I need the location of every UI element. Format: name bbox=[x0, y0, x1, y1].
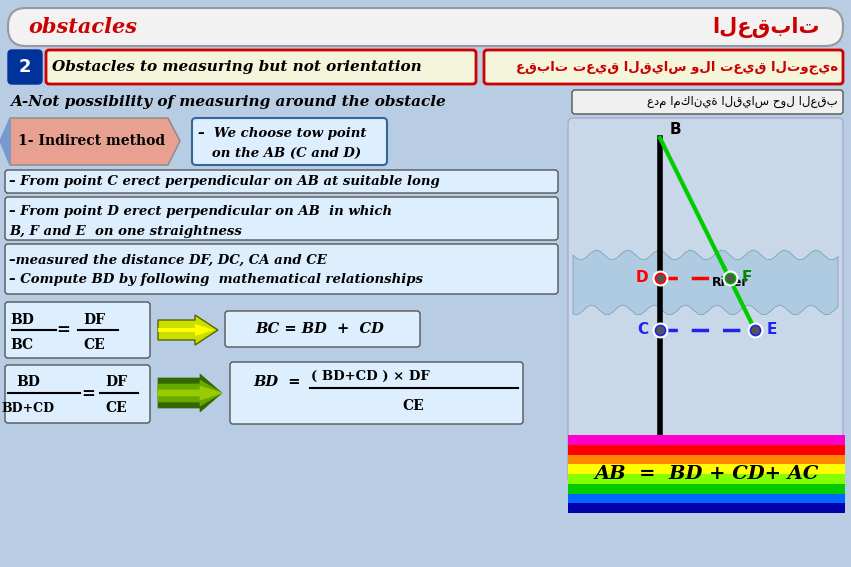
Text: BD: BD bbox=[16, 375, 40, 389]
FancyBboxPatch shape bbox=[484, 50, 843, 84]
Text: DF: DF bbox=[83, 313, 105, 327]
Polygon shape bbox=[10, 118, 180, 165]
FancyBboxPatch shape bbox=[5, 170, 558, 193]
Bar bbox=[568, 484, 845, 493]
Text: F: F bbox=[742, 270, 752, 286]
Text: C: C bbox=[637, 323, 648, 337]
Text: – From point C erect perpendicular on AB at suitable long: – From point C erect perpendicular on AB… bbox=[9, 175, 440, 188]
Bar bbox=[568, 435, 845, 445]
Text: River: River bbox=[711, 276, 748, 289]
Text: BC: BC bbox=[10, 338, 33, 352]
Text: العقبات: العقبات bbox=[712, 16, 820, 37]
Text: – Compute BD by following  mathematical relationships: – Compute BD by following mathematical r… bbox=[9, 273, 423, 286]
Polygon shape bbox=[158, 380, 222, 406]
Text: عدم امكانية القياس حول العقب: عدم امكانية القياس حول العقب bbox=[648, 95, 838, 108]
Bar bbox=[568, 445, 845, 455]
Text: AB  =  BD + CD+ AC: AB = BD + CD+ AC bbox=[594, 465, 819, 483]
Polygon shape bbox=[158, 374, 222, 412]
Polygon shape bbox=[158, 315, 218, 345]
Text: BD: BD bbox=[10, 313, 34, 327]
Text: D: D bbox=[636, 270, 648, 286]
FancyBboxPatch shape bbox=[5, 365, 150, 423]
Text: 2: 2 bbox=[19, 58, 31, 76]
Text: 1- Indirect method: 1- Indirect method bbox=[19, 134, 166, 148]
FancyBboxPatch shape bbox=[8, 50, 42, 84]
Text: B, F and E  on one straightness: B, F and E on one straightness bbox=[9, 225, 242, 238]
Text: ( BD+CD ) × DF: ( BD+CD ) × DF bbox=[311, 370, 430, 383]
FancyBboxPatch shape bbox=[192, 118, 387, 165]
Bar bbox=[568, 493, 845, 503]
Text: BD  =: BD = bbox=[253, 375, 300, 389]
Bar bbox=[568, 455, 845, 464]
Text: =: = bbox=[56, 321, 70, 338]
Text: Obstacles to measuring but not orientation: Obstacles to measuring but not orientati… bbox=[52, 60, 422, 74]
Polygon shape bbox=[158, 386, 222, 400]
Polygon shape bbox=[573, 250, 838, 315]
FancyBboxPatch shape bbox=[225, 311, 420, 347]
Text: E: E bbox=[767, 323, 777, 337]
Text: عقبات تعيق القياس ولا تعيق التوجيه: عقبات تعيق القياس ولا تعيق التوجيه bbox=[516, 60, 838, 74]
Text: obstacles: obstacles bbox=[28, 17, 137, 37]
Polygon shape bbox=[0, 118, 10, 165]
Polygon shape bbox=[158, 324, 214, 336]
FancyBboxPatch shape bbox=[5, 197, 558, 240]
Text: CE: CE bbox=[403, 399, 424, 413]
Text: BC = BD  +  CD: BC = BD + CD bbox=[255, 322, 385, 336]
Text: =: = bbox=[81, 384, 95, 401]
Text: –measured the distance DF, DC, CA and CE: –measured the distance DF, DC, CA and CE bbox=[9, 253, 327, 266]
FancyBboxPatch shape bbox=[230, 362, 523, 424]
FancyBboxPatch shape bbox=[8, 8, 843, 46]
Text: on the AB (C and D): on the AB (C and D) bbox=[198, 146, 361, 159]
FancyBboxPatch shape bbox=[46, 50, 476, 84]
Text: DF: DF bbox=[105, 375, 127, 389]
Bar bbox=[568, 474, 845, 484]
Bar bbox=[568, 503, 845, 513]
Text: –  We choose tow point: – We choose tow point bbox=[198, 128, 367, 141]
FancyBboxPatch shape bbox=[568, 118, 843, 483]
Text: – From point D erect perpendicular on AB  in which: – From point D erect perpendicular on AB… bbox=[9, 205, 392, 218]
Text: A: A bbox=[670, 463, 682, 477]
FancyBboxPatch shape bbox=[5, 244, 558, 294]
Text: CE: CE bbox=[106, 401, 127, 415]
Bar bbox=[568, 464, 845, 474]
FancyBboxPatch shape bbox=[5, 302, 150, 358]
Text: A-Not possibility of measuring around the obstacle: A-Not possibility of measuring around th… bbox=[10, 95, 446, 109]
Text: BD+CD: BD+CD bbox=[2, 401, 54, 414]
Text: CE: CE bbox=[83, 338, 105, 352]
FancyBboxPatch shape bbox=[572, 90, 843, 114]
Text: B: B bbox=[670, 122, 682, 138]
